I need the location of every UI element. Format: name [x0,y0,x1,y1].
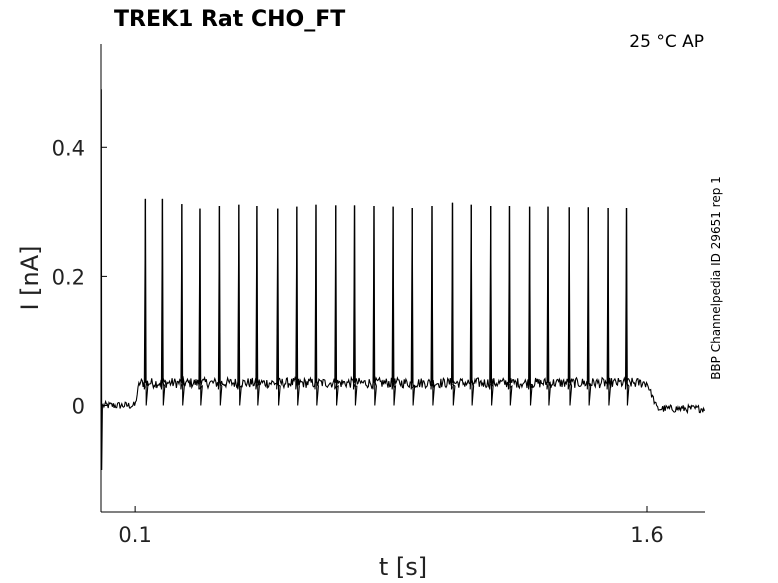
channelpedia-id-label: BBP Channelpedia ID 29651 rep 1 [709,176,723,380]
x-ticks: 0.1 1.6 [118,506,664,547]
x-axis-label: t [s] [379,553,427,581]
y-tick-label: 0.4 [52,136,85,160]
axes [100,44,705,513]
y-axis-label: I [nA] [16,245,44,310]
y-tick-label: 0 [72,394,85,418]
y-ticks: 0 0.2 0.4 [52,136,107,418]
chart-title: TREK1 Rat CHO_FT [114,7,345,32]
x-tick-label: 0.1 [118,523,151,547]
plot-area [100,89,706,471]
x-tick-label: 1.6 [630,523,663,547]
current-trace [100,89,706,471]
y-tick-label: 0.2 [52,265,85,289]
condition-label: 25 °C AP [629,32,704,52]
